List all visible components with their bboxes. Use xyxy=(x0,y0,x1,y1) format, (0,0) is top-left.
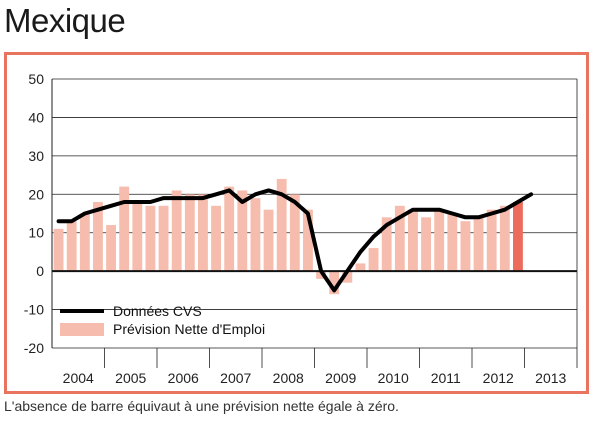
x-tick-label: 2013 xyxy=(535,370,566,386)
y-tick-label: 10 xyxy=(28,225,44,241)
bar xyxy=(79,213,90,272)
x-tick-label: 2009 xyxy=(325,370,356,386)
bar xyxy=(250,198,261,272)
bar xyxy=(93,201,103,272)
bar xyxy=(513,201,523,272)
bar xyxy=(381,217,392,272)
y-tick-label: 40 xyxy=(28,109,44,125)
legend: Données CVS Prévision Nette d'Emploi xyxy=(60,303,265,337)
bar xyxy=(394,205,405,272)
footnote: L'absence de barre équivaut à une prévis… xyxy=(4,398,399,414)
x-axis: 2004 2005 2006 2007 2008 2009 2010 2011 2012 2013 xyxy=(63,79,578,386)
bar xyxy=(342,271,353,283)
chart-title: Mexique xyxy=(4,2,126,39)
x-tick-label: 2008 xyxy=(273,370,304,386)
bar xyxy=(499,205,510,272)
y-axis: -20 -10 0 10 20 30 40 50 xyxy=(24,71,53,356)
bar xyxy=(355,263,366,272)
bar xyxy=(447,213,458,272)
x-tick-label: 2006 xyxy=(168,370,199,386)
bars xyxy=(53,178,523,295)
bar xyxy=(158,205,169,272)
bar xyxy=(145,205,156,272)
y-tick-label: -20 xyxy=(24,340,44,356)
bar xyxy=(289,194,300,272)
bar xyxy=(224,186,235,272)
bar xyxy=(198,194,208,272)
bar xyxy=(263,209,274,272)
bar xyxy=(66,221,77,272)
bar xyxy=(211,205,221,272)
y-tick-label: 50 xyxy=(28,71,44,87)
bar xyxy=(237,190,248,272)
bar xyxy=(316,271,326,279)
y-tick-label: 20 xyxy=(28,186,44,202)
bar xyxy=(276,178,287,272)
x-tick-label: 2005 xyxy=(115,370,146,386)
cvs-line xyxy=(56,188,534,293)
bar xyxy=(434,209,445,272)
bar xyxy=(460,221,471,272)
x-tick-label: 2007 xyxy=(220,370,251,386)
x-tick-label: 2011 xyxy=(431,370,461,386)
x-tick-label: 2010 xyxy=(378,370,409,386)
bar xyxy=(119,186,130,272)
bar xyxy=(303,209,313,272)
y-tick-label: 30 xyxy=(28,148,44,164)
bar xyxy=(329,271,340,295)
y-tick-label: 0 xyxy=(36,263,44,279)
x-tick-label: 2012 xyxy=(483,370,514,386)
bar xyxy=(53,228,64,272)
legend-bar-swatch xyxy=(60,323,104,336)
bar xyxy=(184,194,195,272)
bar xyxy=(486,209,497,272)
bar xyxy=(473,217,484,272)
bar xyxy=(368,248,379,272)
bar xyxy=(171,190,182,272)
x-tick-label: 2004 xyxy=(63,370,94,386)
bar xyxy=(132,201,143,272)
legend-bar-label: Prévision Nette d'Emploi xyxy=(113,321,265,337)
y-tick-label: -10 xyxy=(24,302,44,318)
bar xyxy=(408,209,418,272)
bar xyxy=(421,217,431,272)
bar xyxy=(106,225,116,272)
cvs-series-line xyxy=(56,188,534,293)
legend-line-label: Données CVS xyxy=(113,303,202,319)
